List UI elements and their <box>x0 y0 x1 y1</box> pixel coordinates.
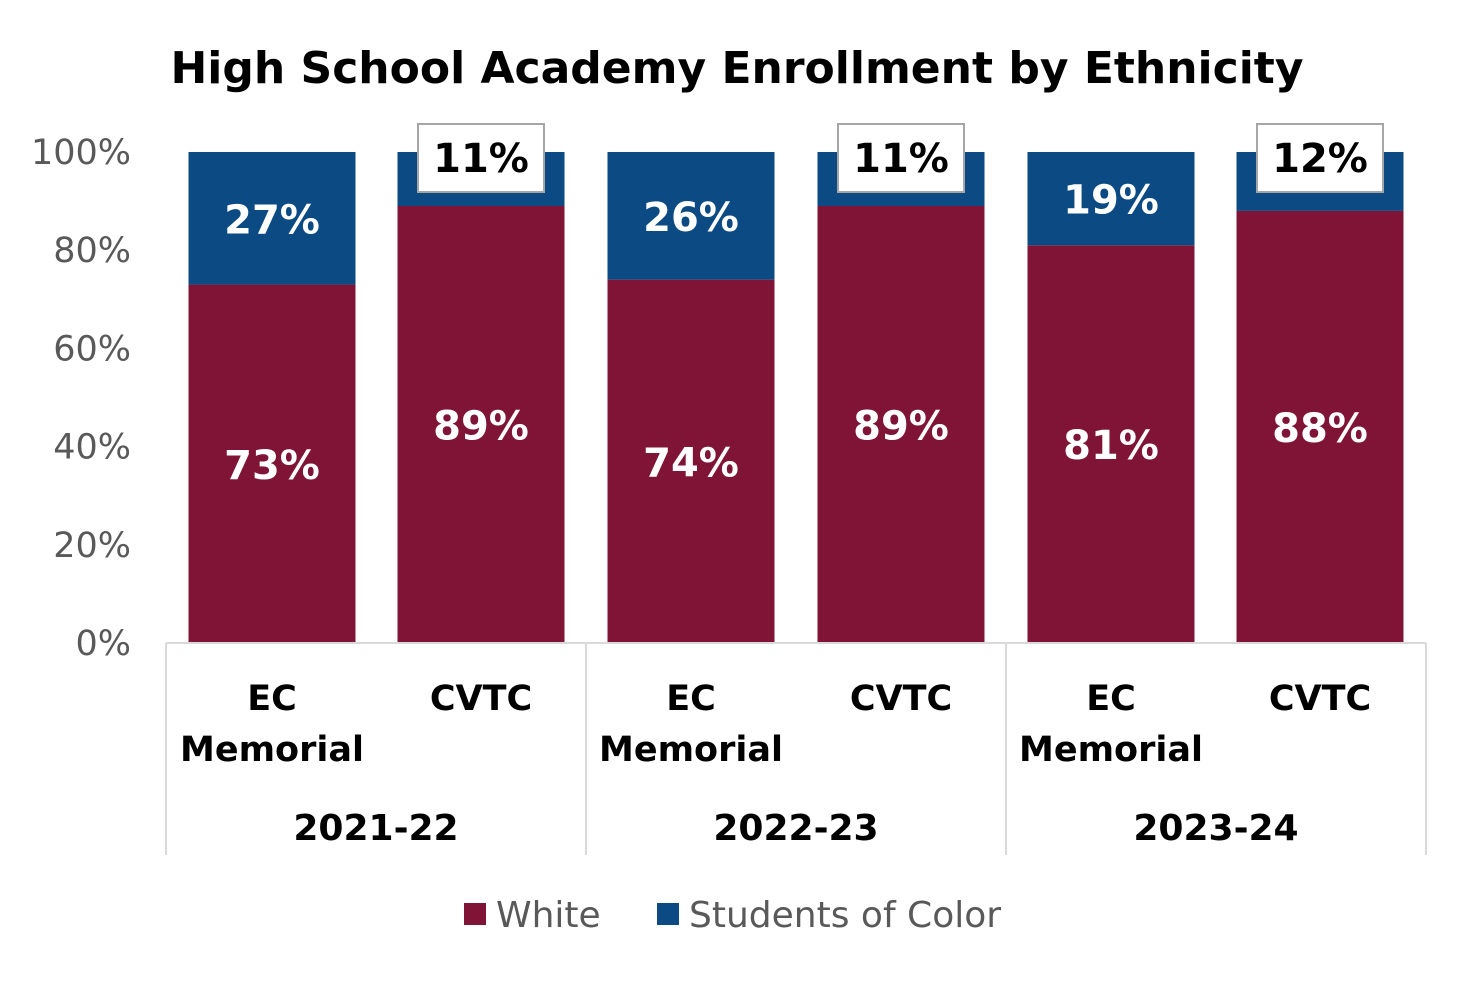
y-tick-label: 40% <box>53 428 131 468</box>
bar-white <box>1236 210 1404 644</box>
category-label: CVTC <box>850 679 952 719</box>
y-tick-label: 60% <box>53 329 131 369</box>
category-label: Memorial <box>1019 730 1203 770</box>
bar-white <box>817 206 985 643</box>
bar-white <box>1027 245 1195 644</box>
group-label: 2022-23 <box>713 808 878 849</box>
category-label: EC <box>247 679 297 719</box>
legend-swatch-students-of-color <box>657 903 679 925</box>
legend-swatch-white <box>464 903 486 925</box>
category-label: EC <box>666 679 716 719</box>
category-label: Memorial <box>599 730 783 770</box>
data-label-white: 89% <box>853 404 949 450</box>
legend-label-white: White <box>496 895 601 936</box>
data-label-box <box>417 123 545 193</box>
data-label-students-of-color: 11% <box>853 136 949 182</box>
bar-white <box>397 206 565 643</box>
data-label-white: 81% <box>1063 423 1159 469</box>
y-tick-label: 80% <box>53 231 131 271</box>
y-tick-label: 20% <box>53 526 131 566</box>
bar-students-of-color <box>188 152 356 285</box>
data-label-students-of-color: 11% <box>433 136 529 182</box>
category-label: CVTC <box>430 679 532 719</box>
data-label-white: 73% <box>224 443 320 489</box>
data-labels: 73% 27% 89% 11% 74% 26% 89% 11% 81% 19% 88% 12% <box>224 123 1384 489</box>
bar-students-of-color <box>607 152 775 280</box>
group-label: 2023-24 <box>1133 808 1298 849</box>
y-tick-label: 100% <box>31 133 131 173</box>
data-label-white: 89% <box>433 404 529 450</box>
bar-white <box>188 284 356 643</box>
y-tick-label: 0% <box>75 624 131 664</box>
category-label: Memorial <box>180 730 364 770</box>
y-axis: 0% 20% 40% 60% 80% 100% <box>31 133 131 664</box>
group-label: 2021-22 <box>293 808 458 849</box>
legend-label-students-of-color: Students of Color <box>689 895 1001 936</box>
data-label-white: 74% <box>643 440 739 486</box>
x-axis: EC Memorial CVTC 2021-22 EC Memorial CVTC 2022-… <box>165 642 1427 855</box>
data-label-box <box>1256 123 1384 193</box>
data-label-students-of-color: 26% <box>643 195 739 241</box>
data-label-students-of-color: 19% <box>1063 178 1159 224</box>
legend: White Students of Color <box>464 895 1001 936</box>
data-label-students-of-color: 27% <box>224 197 320 243</box>
category-label: EC <box>1086 679 1136 719</box>
data-label-white: 88% <box>1272 406 1368 452</box>
data-label-students-of-color: 12% <box>1272 136 1368 182</box>
chart-title: High School Academy Enrollment by Ethnic… <box>170 43 1303 94</box>
data-label-box <box>837 123 965 193</box>
bar-students-of-color <box>1027 152 1195 246</box>
bar-white <box>607 279 775 643</box>
bars <box>188 152 1404 644</box>
category-label: CVTC <box>1269 679 1371 719</box>
